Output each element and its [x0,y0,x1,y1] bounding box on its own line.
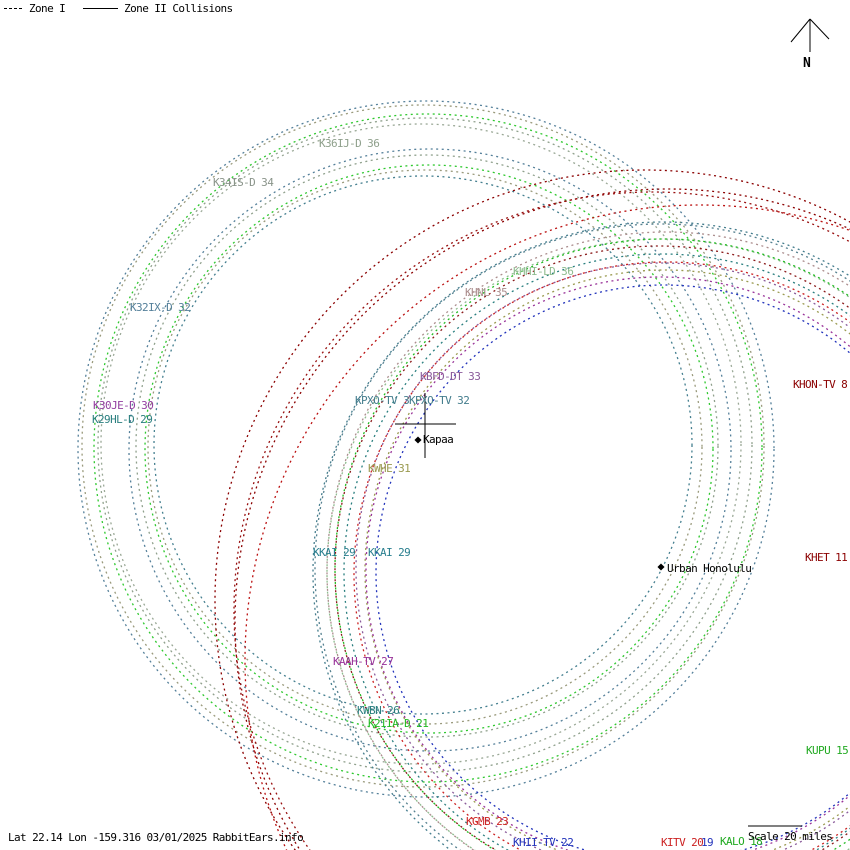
collision-contour-circle [147,169,703,725]
map-footer: Lat 22.14 Lon -159.316 03/01/2025 Rabbit… [8,831,304,844]
collision-circles-group [77,100,850,850]
station-label: KAAH-TV 27 [333,655,394,668]
north-arrow-left-barb [790,18,811,43]
station-label: KWHE 31 [368,462,411,475]
collision-contour-circle [77,100,775,798]
collision-contour-circle [100,123,742,765]
zone-ii-label: Zone II Collisions [124,2,233,15]
station-label: KPXO-TV 32 [409,394,470,407]
collision-contour-circle [81,104,765,788]
station-label: 19 [701,836,714,849]
station-label: KBFD-DT 33 [420,370,481,383]
station-label: K30JE-D 30 [93,399,154,412]
city-label: Urban Honolulu [667,562,752,575]
map-legend: Zone I Zone II Collisions [4,2,233,15]
zone-i-dash-sample [4,8,22,9]
collision-contour-circle [233,191,850,850]
station-label: KHHI-LD 36 [513,265,574,278]
zone-ii-line-sample [83,8,119,9]
station-label: KHNL 35 [465,286,508,299]
station-label: KPXO-TV 3 [355,394,410,407]
collision-contour-circle [153,175,693,715]
north-arrow-right-barb [809,18,830,40]
collision-contour-circle [128,148,732,752]
collision-contour-circle [326,231,850,850]
collision-contour-circle [93,113,763,783]
station-label: KHET 11 [805,551,848,564]
city-marker-diamond [414,436,422,444]
collision-contour-circle [353,261,850,850]
station-label: KHON-TV 8 [793,378,848,391]
collision-contour-circle [234,188,850,850]
station-label: K34IS-D 34 [213,176,274,189]
station-label: KHII-TV 22 [513,836,574,849]
station-label: KGMB 23 [466,815,509,828]
station-label: KKAI 29 [368,546,411,559]
collision-contour-circle [355,262,850,850]
scale-label: Scale 20 miles [748,830,833,843]
city-marker-diamond [657,563,665,571]
station-label: KWBN 26 [357,704,400,717]
collision-contour-circle [144,164,714,734]
station-label: K32IX-D 32 [130,301,191,314]
collision-contour-circle [364,269,850,850]
compass-north-label: N [803,56,811,71]
station-label: KITV 20 [661,836,704,849]
station-label: KKAI 29 [313,546,356,559]
city-label: Kapaa [423,433,454,446]
collision-contour-circle [214,169,850,850]
station-label: KUPU 15 [806,744,849,757]
zone-i-label: Zone I [29,2,66,15]
station-label: K36IJ-D 36 [319,137,380,150]
collision-contour-circle [343,253,850,850]
station-label: KALO 18 [720,835,763,848]
station-label: K29HL-D 29 [92,413,153,426]
station-label: K21IA-D 21 [368,717,429,730]
collision-contour-circle [135,154,719,738]
